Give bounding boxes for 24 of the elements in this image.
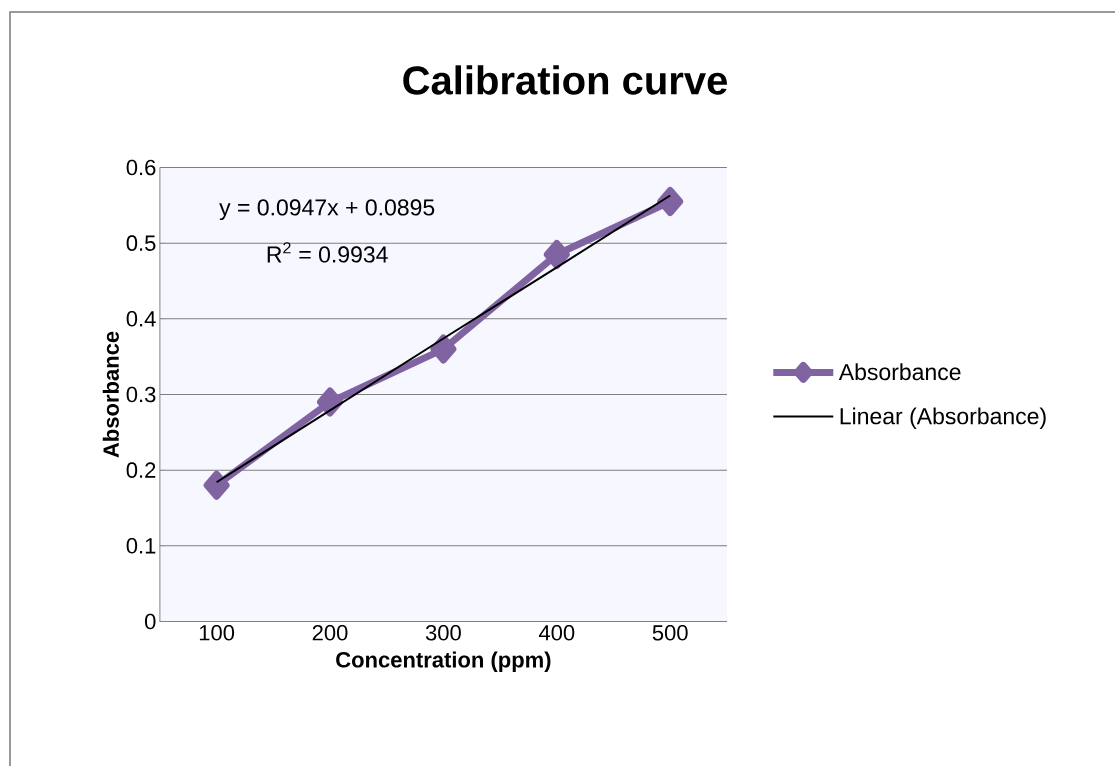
point: [657, 187, 684, 217]
annotation: R$^{2}$ = 0.9934: [267, 242, 388, 263]
x-tick-label: 100: [199, 625, 235, 641]
legend-label: Linear (Absorbance): [840, 407, 1046, 429]
x-tick-label: 200: [312, 625, 348, 641]
y-tick-label: 0: [144, 613, 156, 630]
x-axis-title: Concentration (ppm): [336, 651, 551, 672]
y-tick-label: 0.5: [126, 235, 156, 251]
point: [203, 470, 230, 500]
point: [317, 387, 343, 417]
point: [430, 334, 457, 364]
point: [543, 240, 570, 269]
y-tick-label: 0.3: [126, 386, 156, 403]
y-tick-label: 0.4: [126, 311, 156, 327]
chart-title: Calibration curve: [403, 65, 727, 95]
y-tick-label: 0.2: [126, 462, 156, 478]
y-tick-label: 0.1: [126, 538, 156, 554]
annotation: y = 0.0947x + 0.0895: [219, 199, 435, 221]
y-axis-title: Absorbance: [102, 331, 119, 458]
y-tick-label: 0.6: [126, 159, 156, 176]
x-tick-label: 300: [425, 625, 461, 641]
legend-label: Absorbance: [838, 363, 961, 381]
x-tick-label: 400: [538, 625, 575, 641]
x-tick-label: 500: [652, 625, 688, 641]
